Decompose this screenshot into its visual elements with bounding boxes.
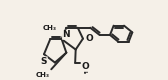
Text: O: O (85, 34, 93, 43)
Text: S: S (41, 57, 47, 66)
Text: O: O (81, 62, 89, 71)
Text: CH₃: CH₃ (43, 25, 57, 31)
Text: N: N (62, 30, 70, 39)
Text: CH₃: CH₃ (36, 72, 50, 78)
